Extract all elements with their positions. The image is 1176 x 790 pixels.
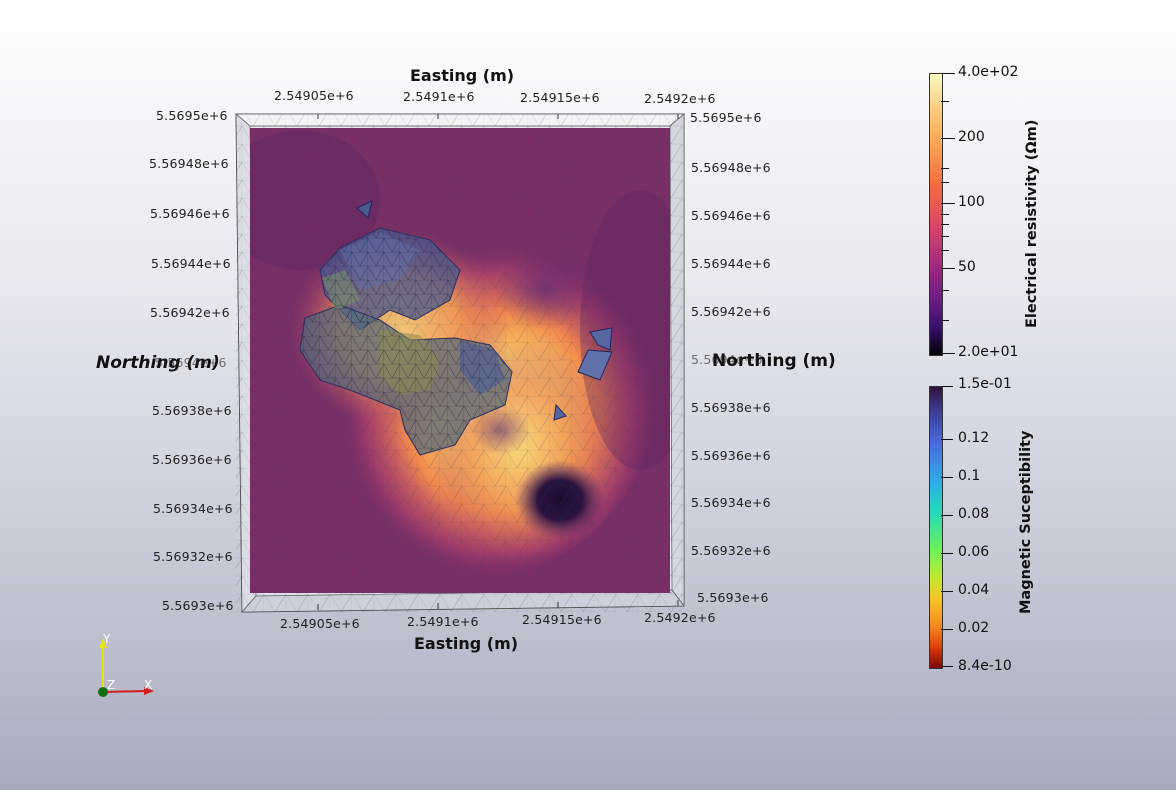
orientation-axes-widget	[98, 638, 154, 697]
bottom-axis-title: Easting (m)	[414, 634, 519, 653]
resistivity-minor-tick	[941, 214, 949, 215]
resistivity-tick-label: 2.0e+01	[958, 344, 1019, 360]
susceptibility-tick	[941, 477, 953, 478]
orientation-x-label: X	[144, 678, 153, 692]
susceptibility-tick-label: 0.08	[958, 506, 990, 522]
right-tick-label: 5.56934e+6	[691, 495, 771, 510]
susceptibility-colorbar-title: Magnetic Suceptibility	[1018, 430, 1034, 614]
resistivity-minor-tick	[941, 250, 949, 251]
resistivity-minor-tick	[941, 101, 949, 102]
right-tick-label: 5.5695e+6	[690, 110, 762, 125]
left-tick-label: 5.56934e+6	[153, 501, 233, 516]
top-tick-label: 2.54905e+6	[274, 88, 354, 103]
resistivity-colorbar-title: Electrical resistivity (Ωm)	[1024, 119, 1040, 328]
top-tick-label: 2.5492e+6	[644, 91, 716, 106]
top-tick-label: 2.5491e+6	[403, 89, 475, 104]
susceptibility-tick	[941, 515, 953, 516]
susceptibility-isosurface	[299, 200, 613, 456]
right-tick-label: 5.56938e+6	[691, 400, 771, 415]
resistivity-minor-tick	[941, 182, 949, 183]
resistivity-major-tick	[941, 268, 955, 269]
right-tick-label: 5.5694e+6	[691, 352, 763, 367]
top-tick-label: 2.54915e+6	[520, 90, 600, 105]
susceptibility-tick	[941, 553, 953, 554]
bottom-tick-label: 2.5492e+6	[644, 610, 716, 625]
susceptibility-tick-label: 0.06	[958, 544, 990, 560]
left-tick-label: 5.56936e+6	[152, 452, 232, 467]
bottom-tick-label: 2.54915e+6	[522, 612, 602, 627]
top-axis-title: Easting (m)	[410, 66, 515, 85]
left-tick-label: 5.56932e+6	[153, 549, 233, 564]
bottom-tick-label: 2.54905e+6	[280, 616, 360, 631]
left-tick-label: 5.5695e+6	[156, 108, 228, 123]
susceptibility-tick	[941, 629, 953, 630]
susceptibility-tick-label: 1.5e-01	[958, 376, 1012, 392]
resistivity-minor-tick	[941, 168, 949, 169]
susceptibility-tick-label: 0.12	[958, 430, 990, 446]
resistivity-minor-tick	[941, 290, 949, 291]
right-axis-title: Northing (m)	[712, 351, 836, 371]
resistivity-major-tick	[941, 138, 955, 139]
resistivity-minor-tick	[941, 320, 949, 321]
right-tick-label: 5.56946e+6	[691, 208, 771, 223]
left-tick-label: 5.5693e+6	[162, 598, 234, 613]
left-tick-label: 5.56942e+6	[150, 305, 230, 320]
resistivity-tick-label: 4.0e+02	[958, 64, 1019, 80]
resistivity-minor-tick	[941, 224, 949, 225]
right-tick-label: 5.56936e+6	[691, 448, 771, 463]
susceptibility-tick-label: 0.1	[958, 468, 981, 484]
susceptibility-tick-label: 8.4e-10	[958, 658, 1012, 674]
resistivity-tick-label: 200	[958, 129, 985, 145]
orientation-y-label: Y	[103, 632, 111, 646]
susceptibility-tick-label: 0.02	[958, 620, 990, 636]
left-tick-label: 5.56944e+6	[151, 256, 231, 271]
susceptibility-tick-label: 0.04	[958, 582, 990, 598]
right-tick-label: 5.56932e+6	[691, 543, 771, 558]
left-tick-label: 5.56948e+6	[149, 156, 229, 171]
resistivity-minor-tick	[941, 236, 949, 237]
susceptibility-tick	[941, 666, 953, 667]
left-tick-label: 5.5694e+6	[155, 355, 227, 370]
bottom-tick-label: 2.5491e+6	[407, 614, 479, 629]
right-tick-label: 5.56948e+6	[691, 160, 771, 175]
resistivity-major-tick	[941, 203, 955, 204]
resistivity-major-tick	[941, 353, 955, 354]
left-tick-label: 5.56946e+6	[150, 206, 230, 221]
susceptibility-colorbar	[929, 386, 943, 669]
left-tick-label: 5.56938e+6	[152, 403, 232, 418]
susceptibility-tick	[941, 591, 953, 592]
right-tick-label: 5.56942e+6	[691, 304, 771, 319]
right-tick-label: 5.56944e+6	[691, 256, 771, 271]
susceptibility-tick	[941, 386, 953, 387]
axis-ticks	[317, 114, 679, 610]
left-axis-title: Northing (m)	[96, 353, 220, 373]
resistivity-tick-label: 50	[958, 259, 976, 275]
resistivity-major-tick	[941, 73, 955, 74]
susceptibility-tick	[941, 439, 953, 440]
orientation-z-label: Z	[107, 678, 116, 692]
resistivity-tick-label: 100	[958, 194, 985, 210]
right-tick-label: 5.5693e+6	[697, 590, 769, 605]
